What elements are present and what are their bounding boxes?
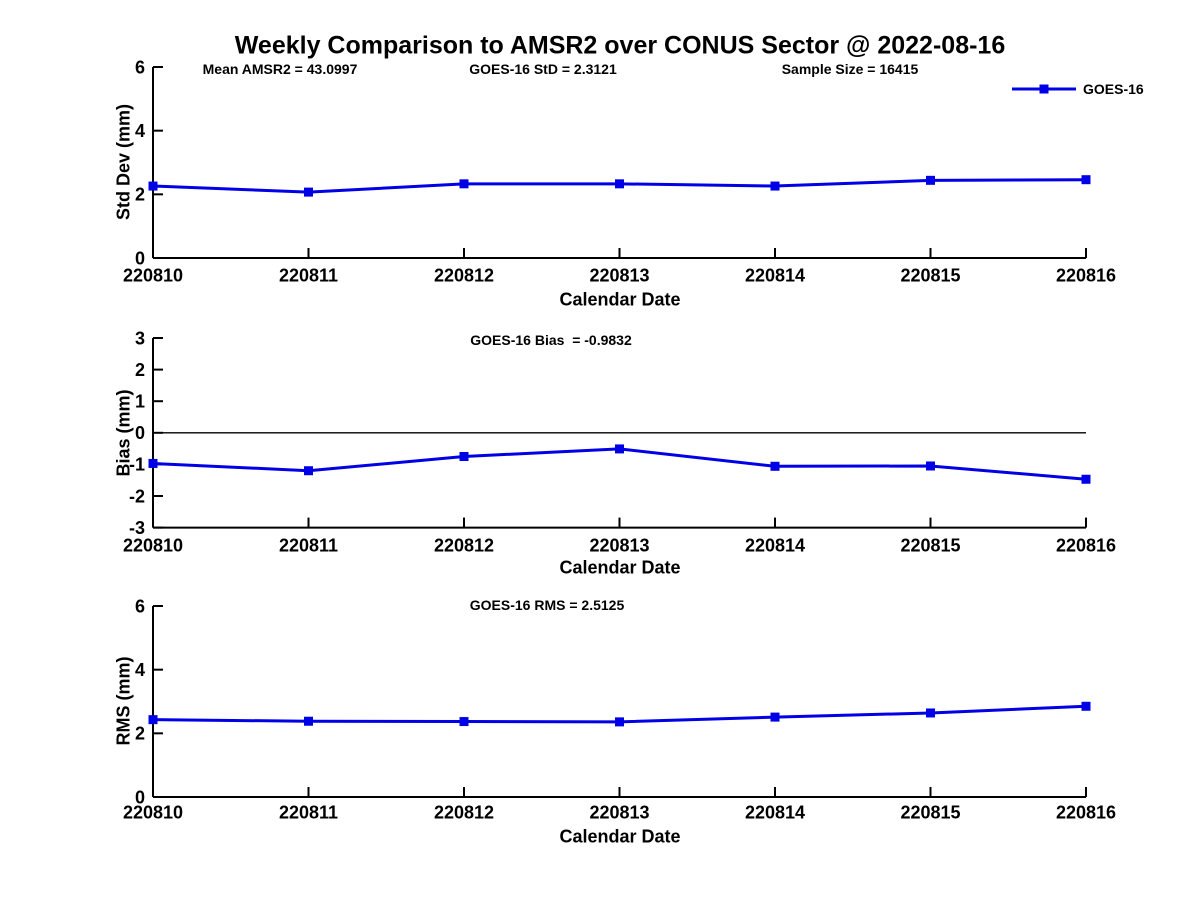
series-marker <box>1081 175 1091 185</box>
stddev-y-axis-title: Std Dev (mm) <box>113 103 134 221</box>
series-marker <box>770 712 780 722</box>
y-tick-label: 2 <box>135 360 145 380</box>
legend: GOES-16 <box>1012 81 1144 97</box>
series-marker <box>1081 474 1091 484</box>
x-tick-label: 220810 <box>123 265 183 285</box>
figure-title: Weekly Comparison to AMSR2 over CONUS Se… <box>234 31 1006 60</box>
x-tick-label: 220814 <box>745 265 805 285</box>
annotation-sample-size: Sample Size = 16415 <box>781 61 919 77</box>
x-tick-label: 220811 <box>279 265 338 285</box>
x-tick-label: 220811 <box>279 535 338 555</box>
series-marker <box>926 175 935 185</box>
y-tick-label: 3 <box>135 328 145 348</box>
series-line <box>152 447 1087 481</box>
series-marker <box>1081 701 1091 711</box>
y-tick-label: 1 <box>135 392 145 412</box>
x-tick-label: 220816 <box>1056 265 1116 285</box>
y-tick-label: 4 <box>135 660 145 680</box>
x-tick-label: 220814 <box>745 535 805 555</box>
y-tick-label: 2 <box>135 185 145 205</box>
series-marker <box>770 181 780 191</box>
rms-x-axis-title: Calendar Date <box>559 826 681 847</box>
y-tick-label: -1 <box>129 455 145 475</box>
x-tick-label: 220812 <box>434 535 494 555</box>
y-tick-label: 0 <box>135 248 145 268</box>
series-marker <box>148 458 158 468</box>
legend-label: GOES-16 <box>1083 81 1144 97</box>
series-marker <box>615 179 624 189</box>
x-tick-label: 220812 <box>434 265 494 285</box>
y-tick-label: 6 <box>135 57 145 77</box>
series-marker <box>926 461 935 471</box>
y-tick-label: -2 <box>129 486 145 506</box>
y-tick-label: 0 <box>135 423 145 443</box>
x-tick-label: 220816 <box>1056 535 1116 555</box>
x-tick-label: 220814 <box>745 802 805 822</box>
series-marker <box>304 716 313 726</box>
series-marker <box>615 717 624 727</box>
y-tick-label: -3 <box>129 518 145 538</box>
x-tick-label: 220815 <box>900 265 960 285</box>
x-tick-label: 220813 <box>589 802 649 822</box>
x-tick-label: 220813 <box>589 265 649 285</box>
bias-y-axis-title: Bias (mm) <box>113 389 134 477</box>
x-tick-label: 220815 <box>900 535 960 555</box>
legend-line-swatch <box>1012 84 1076 94</box>
x-tick-label: 220810 <box>123 802 183 822</box>
annotation-goes16-std: GOES-16 StD = 2.3121 <box>469 61 617 77</box>
series-marker <box>148 715 158 725</box>
x-tick-label: 220813 <box>589 535 649 555</box>
stddev-x-axis-title: Calendar Date <box>559 289 681 310</box>
bias-x-axis-title: Calendar Date <box>559 557 681 578</box>
y-tick-label: 0 <box>135 787 145 807</box>
y-tick-label: 6 <box>135 596 145 616</box>
annotation-mean-amsr2: Mean AMSR2 = 43.0997 <box>202 61 358 77</box>
series-marker <box>304 187 313 197</box>
y-tick-label: 4 <box>135 121 145 141</box>
series-marker <box>926 708 935 718</box>
series-marker <box>304 466 313 476</box>
x-tick-label: 220810 <box>123 535 183 555</box>
series-marker <box>148 181 158 191</box>
x-tick-label: 220811 <box>279 802 338 822</box>
series-marker <box>459 179 469 189</box>
series-marker <box>459 452 469 461</box>
x-tick-label: 220812 <box>434 802 494 822</box>
annotation-goes16-rms: GOES-16 RMS = 2.5125 <box>469 597 625 613</box>
series-marker <box>615 444 624 454</box>
series-marker <box>459 717 469 727</box>
y-tick-label: 2 <box>135 724 145 744</box>
annotation-goes16-bias: GOES-16 Bias = -0.9832 <box>470 332 632 348</box>
rms-y-axis-title: RMS (mm) <box>113 656 134 746</box>
x-tick-label: 220816 <box>1056 802 1116 822</box>
series-marker <box>770 461 780 471</box>
x-tick-label: 220815 <box>900 802 960 822</box>
